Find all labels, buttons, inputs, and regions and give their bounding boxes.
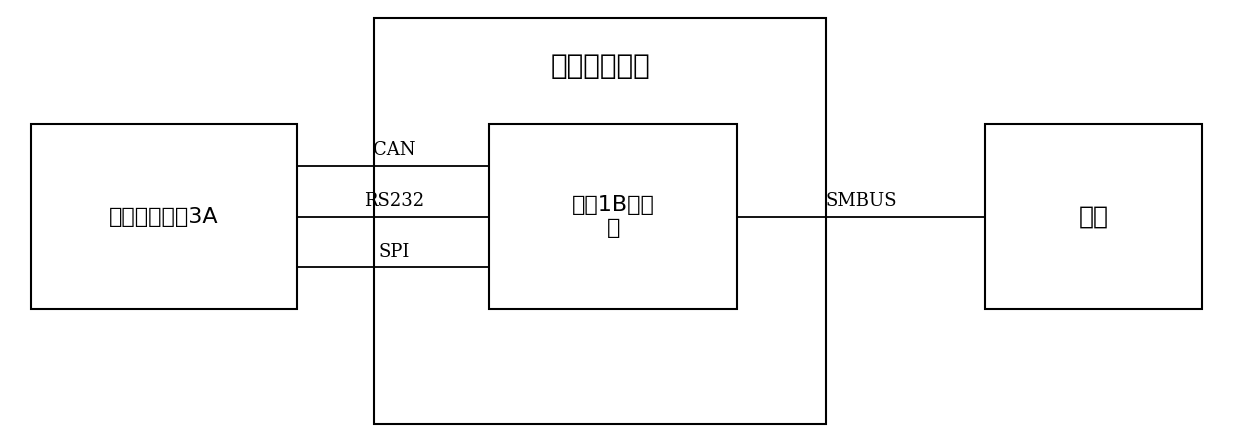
Bar (374, 18, 826, 424)
Bar (985, 124, 1202, 309)
Bar (31, 124, 297, 309)
Text: 龙芯1B处理
器: 龙芯1B处理 器 (572, 195, 654, 238)
Text: SMBUS: SMBUS (825, 192, 897, 210)
Text: 主处理器龙芯3A: 主处理器龙芯3A (109, 206, 219, 227)
Text: SPI: SPI (378, 243, 410, 261)
Text: 电池管理系统: 电池管理系统 (550, 53, 650, 80)
Text: RS232: RS232 (364, 192, 424, 210)
Text: 电池: 电池 (1078, 205, 1109, 229)
Text: CAN: CAN (373, 141, 415, 159)
Bar (489, 124, 737, 309)
